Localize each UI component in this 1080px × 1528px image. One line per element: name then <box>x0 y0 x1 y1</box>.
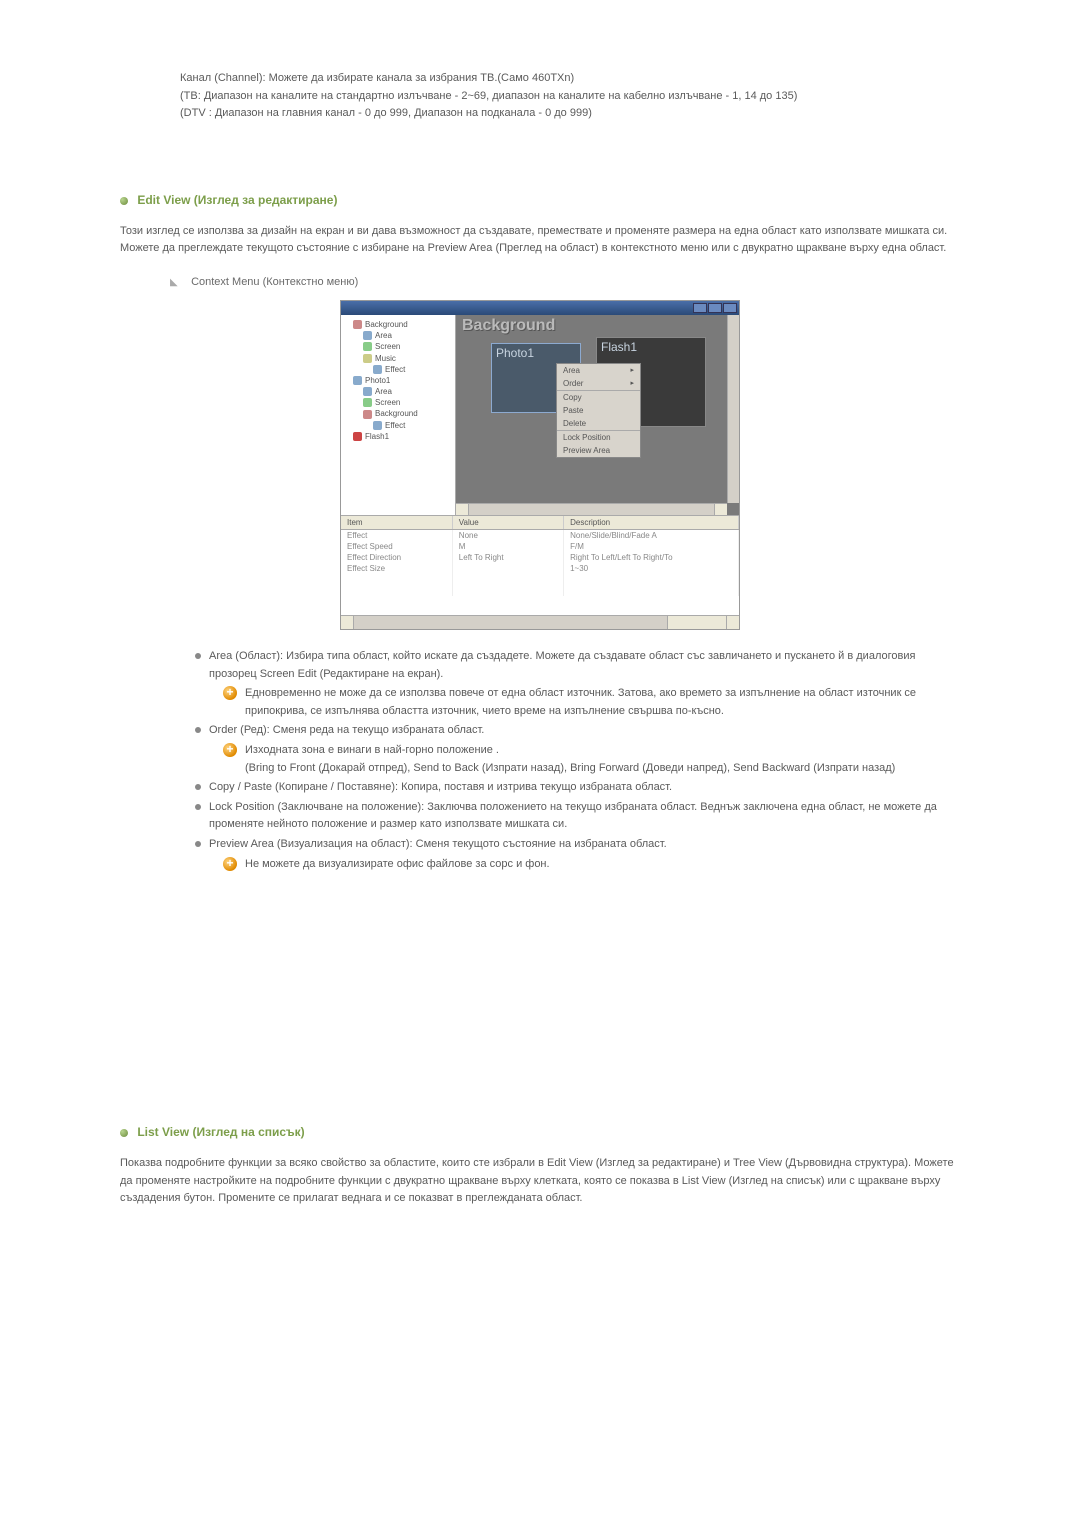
channel-line-3: (DTV : Диапазон на главния канал - 0 до … <box>180 105 960 123</box>
plus-icon: + <box>223 686 237 700</box>
tree-item[interactable]: Area <box>375 386 392 397</box>
bullet-preview-area: Preview Area (Визуализация на област): С… <box>195 836 960 873</box>
context-menu: Area▸ Order▸ Copy Paste Delete Lock Posi… <box>556 363 641 458</box>
table-row <box>341 574 739 585</box>
canvas-area: Background Photo1 Flash1 Area▸ Order▸ Co… <box>456 315 739 515</box>
context-menu-item-delete[interactable]: Delete <box>557 417 640 430</box>
canvas-title: Background <box>462 317 555 335</box>
bullet-area: Area (Област): Избира типа област, който… <box>195 648 960 720</box>
tree-item[interactable]: Photo1 <box>365 375 390 386</box>
bullet-dot-icon <box>120 197 128 205</box>
plus-icon: + <box>223 857 237 871</box>
plus-note-preview: + Не можете да визуализирате офис файлов… <box>223 856 960 874</box>
slot1-label: Photo1 <box>492 344 580 362</box>
tree-item[interactable]: Area <box>375 330 392 341</box>
edit-view-description: Този изглед се използва за дизайн на екр… <box>120 223 960 258</box>
slot2-label: Flash1 <box>597 338 705 356</box>
tree-item[interactable]: Background <box>365 319 408 330</box>
tree-item[interactable]: Screen <box>375 397 400 408</box>
table-header-value: Value <box>452 516 563 530</box>
table-row <box>341 585 739 596</box>
context-menu-item-preview[interactable]: Preview Area <box>557 444 640 457</box>
channel-line-1: Канал (Channel): Можете да избирате кана… <box>180 70 960 88</box>
tree-view-panel: Background Area Screen Music Effect Phot… <box>341 315 456 515</box>
context-menu-subheading-text: Context Menu (Контекстно меню) <box>191 276 358 288</box>
bullet-lock-position: Lock Position (Заключване на положение):… <box>195 799 960 834</box>
minimize-icon[interactable] <box>693 303 707 313</box>
maximize-icon[interactable] <box>708 303 722 313</box>
list-view-heading-text: List View (Изглед на списък) <box>137 1125 304 1139</box>
tree-item[interactable]: Flash1 <box>365 431 389 442</box>
plus-icon: + <box>223 743 237 757</box>
list-view-section: List View (Изглед на списък) Показва под… <box>120 1125 960 1208</box>
scrollbar-thumb[interactable] <box>667 616 727 629</box>
edit-view-heading-text: Edit View (Изглед за редактиране) <box>137 193 337 207</box>
window-titlebar <box>341 301 739 315</box>
tree-item[interactable]: Effect <box>385 420 405 431</box>
close-icon[interactable] <box>723 303 737 313</box>
tree-item[interactable]: Background <box>375 408 418 419</box>
channel-line-2: (ТВ: Диапазон на каналите на стандартно … <box>180 88 960 106</box>
properties-table: Item Value Description Effect None None/… <box>341 515 739 615</box>
table-header-description: Description <box>564 516 739 530</box>
tree-item[interactable]: Music <box>375 353 396 364</box>
bullet-order: Order (Ред): Сменя реда на текущо избран… <box>195 722 960 777</box>
feature-bullet-list: Area (Област): Избира типа област, който… <box>195 648 960 873</box>
context-menu-subheading: ◣ Context Menu (Контекстно меню) <box>170 276 960 288</box>
context-menu-item-paste[interactable]: Paste <box>557 404 640 417</box>
context-menu-item-order[interactable]: Order▸ <box>557 377 640 390</box>
table-scrollbar[interactable] <box>341 615 739 629</box>
plus-note-area: + Едновременно не може да се използва по… <box>223 685 960 720</box>
list-view-heading: List View (Изглед на списък) <box>120 1125 960 1139</box>
channel-block: Канал (Channel): Можете да избирате кана… <box>180 70 960 123</box>
table-header-item: Item <box>341 516 452 530</box>
plus-note-order: + Изходната зона е винаги в най-горно по… <box>223 742 960 777</box>
vertical-scrollbar[interactable] <box>727 315 739 503</box>
edit-view-section: Edit View (Изглед за редактиране) Този и… <box>120 193 960 873</box>
context-menu-item-copy[interactable]: Copy <box>557 391 640 404</box>
context-menu-item-area[interactable]: Area▸ <box>557 364 640 377</box>
arrow-icon: ◣ <box>170 277 180 287</box>
context-menu-item-lock[interactable]: Lock Position <box>557 431 640 444</box>
tree-item[interactable]: Effect <box>385 364 405 375</box>
list-view-description: Показва подробните функции за всяко свой… <box>120 1155 960 1208</box>
bullet-copy-paste: Copy / Paste (Копиране / Поставяне): Коп… <box>195 779 960 797</box>
screenshot-wrapper: Background Area Screen Music Effect Phot… <box>120 300 960 630</box>
table-row: Effect Speed M F/M <box>341 541 739 552</box>
horizontal-scrollbar[interactable] <box>456 503 727 515</box>
tree-item[interactable]: Screen <box>375 341 400 352</box>
table-row: Effect None None/Slide/Blind/Fade A <box>341 529 739 541</box>
bullet-dot-icon <box>120 1129 128 1137</box>
app-screenshot: Background Area Screen Music Effect Phot… <box>340 300 740 630</box>
table-row: Effect Size 1~30 <box>341 563 739 574</box>
table-row: Effect Direction Left To Right Right To … <box>341 552 739 563</box>
edit-view-heading: Edit View (Изглед за редактиране) <box>120 193 960 207</box>
